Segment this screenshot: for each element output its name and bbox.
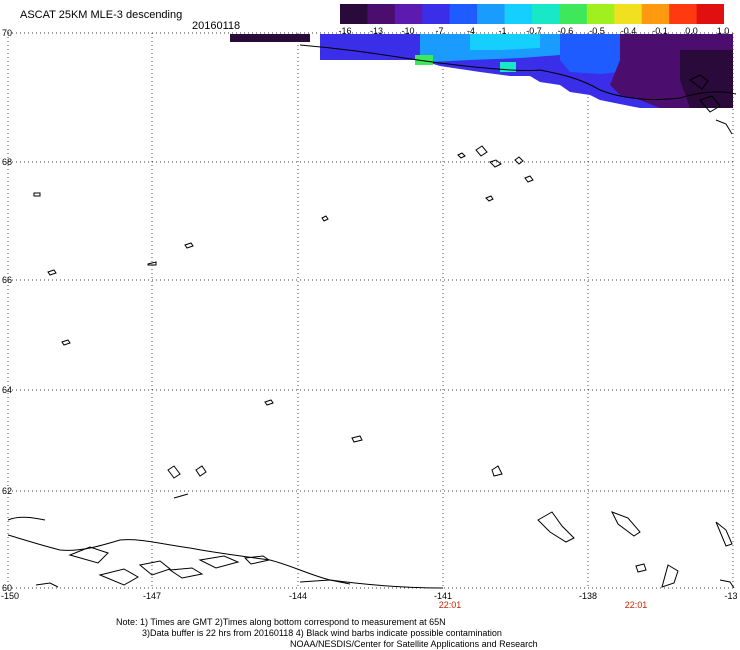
note-line-1: Note: 1) Times are GMT 2)Times along bot… [116, 617, 446, 627]
color-scale-swatch [422, 4, 451, 24]
color-scale-swatch [340, 4, 368, 24]
color-scale-label: -0.6 [557, 26, 574, 36]
coastline [7, 44, 737, 589]
lat-label: 70 [2, 28, 12, 38]
color-scale-label: -0.1 [652, 26, 668, 36]
color-scale-label: -7 [435, 26, 444, 36]
color-scale-label: -0.5 [589, 26, 605, 36]
wind-data-swath [230, 34, 733, 108]
lat-label: 62 [2, 486, 12, 496]
color-scale-swatch [696, 4, 724, 24]
color-scale-swatch [586, 4, 615, 24]
color-scale-label: 0.0 [685, 26, 698, 36]
lon-label: -141 [434, 591, 452, 601]
note-line-2: 3)Data buffer is 22 hrs from 20160118 4)… [142, 628, 502, 638]
color-scale-label: 1.0 [716, 26, 730, 36]
graticule [7, 32, 736, 589]
color-scale-label: -4 [466, 26, 475, 36]
color-scale-swatch [614, 4, 643, 24]
color-scale-swatch [394, 4, 423, 24]
note-line-3: NOAA/NESDIS/Center for Satellite Applica… [290, 639, 538, 649]
color-scale-swatch [669, 4, 698, 24]
lat-label: 68 [2, 157, 12, 167]
map-date: 20160118 [192, 20, 241, 32]
lat-label: 66 [2, 275, 12, 285]
time-label: 22:01 [625, 600, 648, 610]
color-scale-swatch [532, 4, 560, 24]
lon-label: -13 [724, 591, 737, 601]
color-scale-label: -16 [338, 26, 352, 36]
lat-label: 60 [2, 583, 12, 593]
color-scale-swatch [367, 4, 396, 24]
lon-label: -144 [289, 591, 307, 601]
color-scale-label: -0.4 [620, 26, 637, 36]
lon-label: -150 [1, 591, 19, 601]
lon-label: -138 [579, 591, 597, 601]
color-scale-label: -0.7 [526, 26, 542, 36]
lon-label: -147 [143, 591, 161, 601]
color-scale-swatch [559, 4, 588, 24]
map-title: ASCAT 25KM MLE-3 descending [20, 9, 183, 21]
color-scale-label: -13 [369, 26, 383, 36]
color-scale-label: -10 [401, 26, 415, 36]
color-scale-swatch [477, 4, 506, 24]
time-labels: 22:01 22:01 [439, 600, 648, 610]
color-scale-swatch [449, 4, 478, 24]
color-scale-bar [340, 4, 724, 24]
lat-labels: 70 68 66 64 62 60 [2, 28, 12, 593]
color-scale-swatch [641, 4, 670, 24]
color-scale-swatch [504, 4, 533, 24]
time-label: 22:01 [439, 600, 462, 610]
lon-labels: -150 -147 -144 -141 -138 -13 [1, 591, 738, 601]
color-scale-label: -1 [498, 26, 507, 36]
lat-label: 64 [2, 385, 12, 395]
